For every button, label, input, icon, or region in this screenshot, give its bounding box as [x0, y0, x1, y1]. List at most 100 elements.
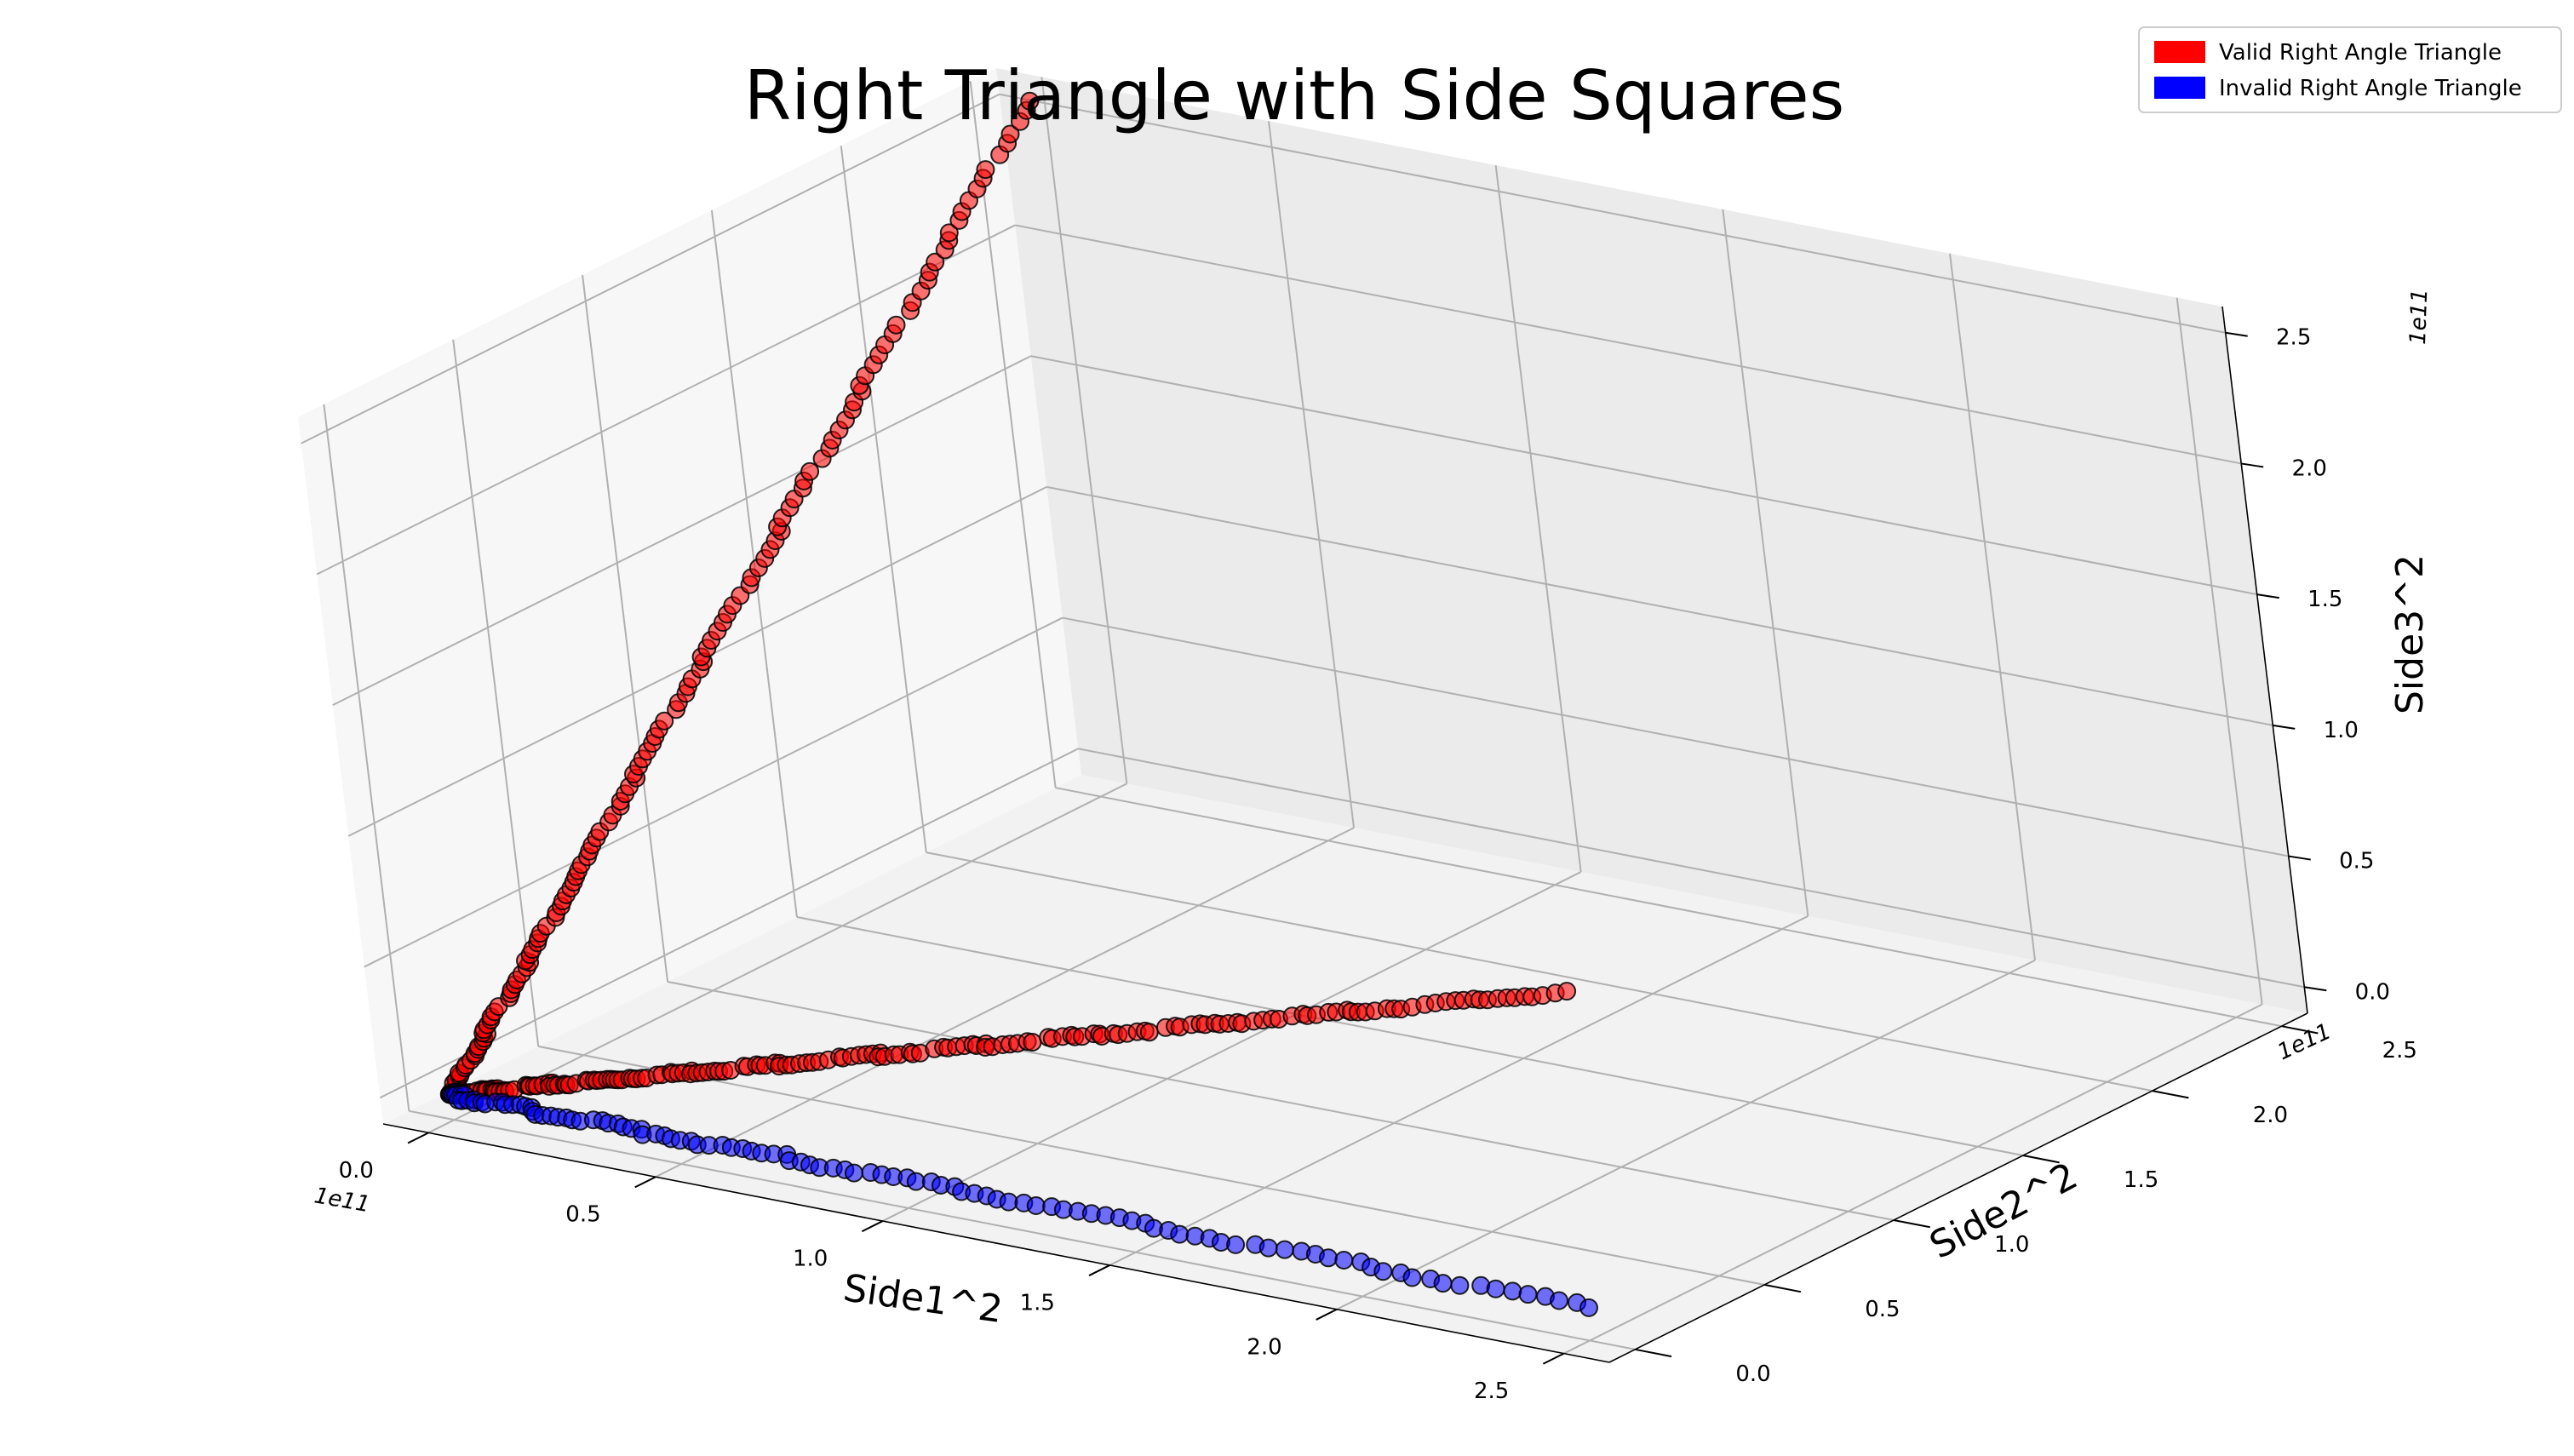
z-offset-label: 1e11 — [2405, 289, 2433, 346]
grid-x-back-3 — [1722, 209, 1809, 917]
z-tick-label: 1.0 — [2324, 718, 2359, 743]
x-tick-label: 0.5 — [565, 1202, 600, 1228]
grid-z-left-5 — [301, 93, 1000, 444]
data-point-valid — [1139, 1023, 1159, 1042]
chart-title: Right Triangle with Side Squares — [744, 56, 1845, 135]
grid-y-left-0 — [323, 404, 410, 1111]
x-axis-label: Side1^2 — [840, 1266, 1005, 1332]
grid-z-back-2 — [1046, 485, 2273, 726]
grid-y-left-5 — [969, 81, 1057, 788]
y-tick-4 — [2152, 1090, 2189, 1099]
y-tick-5 — [2281, 1025, 2319, 1035]
data-point-invalid — [1450, 1275, 1470, 1295]
grid-y-floor-4 — [926, 851, 2153, 1092]
data-point-invalid — [1503, 1281, 1522, 1301]
y-tick-1 — [1764, 1283, 1802, 1293]
grid-y-left-2 — [582, 274, 669, 983]
legend-box — [2138, 26, 2562, 113]
y-tick-label: 2.5 — [2382, 1038, 2417, 1063]
x-offset-label: 1e11 — [312, 1183, 372, 1218]
grid-x-floor-2 — [882, 871, 1582, 1222]
data-point-valid — [926, 252, 945, 272]
data-point-valid — [976, 160, 995, 180]
grid-y-left-1 — [452, 339, 540, 1047]
grid-z-back-4 — [1015, 224, 2242, 465]
grid-x-floor-5 — [1563, 1003, 2263, 1355]
y-tick-label: 0.0 — [1735, 1361, 1770, 1387]
z-tick-label: 2.5 — [2276, 325, 2311, 351]
data-point-invalid — [1226, 1235, 1246, 1254]
grid-x-floor-4 — [1336, 959, 2036, 1310]
data-point-valid — [1557, 982, 1577, 1001]
z-tick-5 — [2225, 331, 2248, 337]
grid-y-floor-0 — [409, 1109, 1636, 1350]
z-tick-2 — [2273, 724, 2296, 730]
grid-z-back-1 — [1062, 616, 2289, 857]
z-tick-0 — [2304, 986, 2327, 992]
grid-x-back-2 — [1494, 164, 1582, 873]
grid-z-left-0 — [379, 748, 1079, 1099]
z-tick-label: 2.0 — [2292, 456, 2327, 481]
grid-y-floor-3 — [796, 916, 2024, 1157]
y-tick-label: 0.5 — [1865, 1297, 1900, 1322]
data-point-valid — [886, 315, 906, 335]
legend-swatch-invalid — [2154, 77, 2205, 99]
data-point-invalid — [1550, 1291, 1568, 1310]
x-tick-5 — [1542, 1352, 1565, 1365]
grid-x-back-4 — [1949, 253, 2036, 960]
floor-pane — [383, 775, 2307, 1362]
z-axis-line — [2221, 306, 2308, 1014]
back-pane — [996, 68, 2307, 1013]
tick-marks: 0.0 0.0 0.0 0.5 0.5 0.5 1.0 1.0 1.0 1.5 1.5 1.5 2.0 2… — [339, 325, 2417, 1404]
data-point-valid — [655, 711, 674, 731]
data-point-invalid — [1402, 1268, 1422, 1287]
z-tick-label: 1.5 — [2307, 587, 2342, 612]
z-tick-label: 0.5 — [2339, 849, 2374, 874]
data-point-invalid — [906, 1172, 926, 1191]
grid-x-floor-1 — [655, 827, 1355, 1178]
x-tick-4 — [1316, 1308, 1338, 1321]
grid-y-floor-2 — [667, 980, 1895, 1221]
grid-z-back-5 — [999, 93, 2226, 334]
x-tick-label: 1.0 — [793, 1247, 828, 1272]
grid-z-left-1 — [364, 616, 1063, 968]
legend-label-valid: Valid Right Angle Triangle — [2219, 40, 2502, 66]
scatter-points — [439, 91, 1598, 1317]
x-tick-label: 0.0 — [339, 1158, 374, 1184]
data-point-valid — [800, 461, 820, 481]
z-tick-label: 0.0 — [2355, 979, 2390, 1005]
data-point-invalid — [1026, 1196, 1046, 1215]
data-point-valid — [939, 223, 959, 243]
y-tick-2 — [1893, 1218, 1930, 1229]
grid-x-back-5 — [2176, 297, 2263, 1005]
axis-lines — [382, 306, 2308, 1363]
legend-label-invalid: Invalid Right Angle Triangle — [2219, 76, 2522, 101]
data-point-invalid — [1486, 1279, 1505, 1298]
grid-x-back-1 — [1268, 121, 1355, 828]
data-point-valid — [1020, 91, 1040, 111]
x-tick-label: 2.5 — [1474, 1379, 1509, 1404]
z-tick-4 — [2241, 462, 2264, 468]
grid-z-left-4 — [316, 224, 1016, 576]
grid-y-floor-5 — [1055, 787, 2282, 1028]
x-tick-1 — [634, 1176, 656, 1189]
grid-x-floor-3 — [1109, 915, 1809, 1266]
data-point-invalid — [1334, 1251, 1354, 1270]
data-point-valid — [1000, 124, 1020, 144]
y-tick-0 — [1635, 1348, 1672, 1358]
y-tick-3 — [2022, 1155, 2060, 1164]
data-point-invalid — [1319, 1248, 1338, 1268]
data-point-invalid — [1170, 1224, 1190, 1244]
x-tick-label: 1.5 — [1020, 1290, 1055, 1316]
data-point-invalid — [1579, 1298, 1598, 1317]
data-point-invalid — [845, 1163, 863, 1183]
x-axis-line — [382, 1123, 1610, 1363]
data-point-invalid — [1275, 1240, 1294, 1259]
data-point-invalid — [1373, 1262, 1393, 1281]
x-tick-2 — [861, 1220, 884, 1233]
grid-z-back-3 — [1030, 355, 2257, 596]
data-point-invalid — [1518, 1285, 1538, 1304]
x-tick-label: 2.0 — [1247, 1334, 1281, 1360]
data-point-invalid — [1258, 1238, 1278, 1258]
